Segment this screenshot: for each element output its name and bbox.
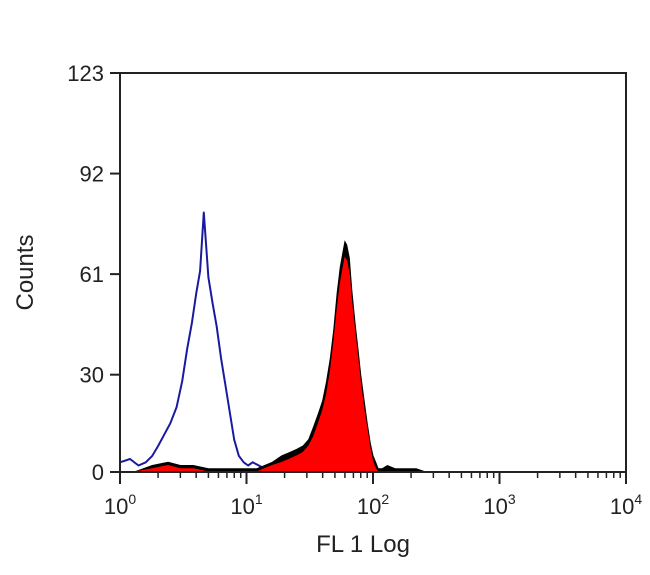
x-tick-label-3: 103 <box>483 491 515 519</box>
series-layer <box>119 211 426 473</box>
x-tick-label-4: 104 <box>610 491 642 519</box>
x-axis-title: FL 1 Log <box>316 531 410 558</box>
y-axis: 0 30 61 92 123 <box>67 61 120 485</box>
x-tick-label-0: 100 <box>104 491 136 519</box>
x-tick-label-2: 102 <box>357 491 389 519</box>
y-tick-label-0: 0 <box>92 460 104 485</box>
outline-histogram-0 <box>119 211 266 470</box>
x-axis: 100 101 102 103 104 <box>104 472 642 519</box>
y-tick-label-4: 123 <box>67 61 104 86</box>
y-tick-label-1: 30 <box>80 363 104 388</box>
y-axis-title: Counts <box>12 234 39 310</box>
y-tick-label-2: 61 <box>80 262 104 287</box>
y-tick-label-3: 92 <box>80 162 104 187</box>
x-tick-label-1: 101 <box>230 491 262 519</box>
